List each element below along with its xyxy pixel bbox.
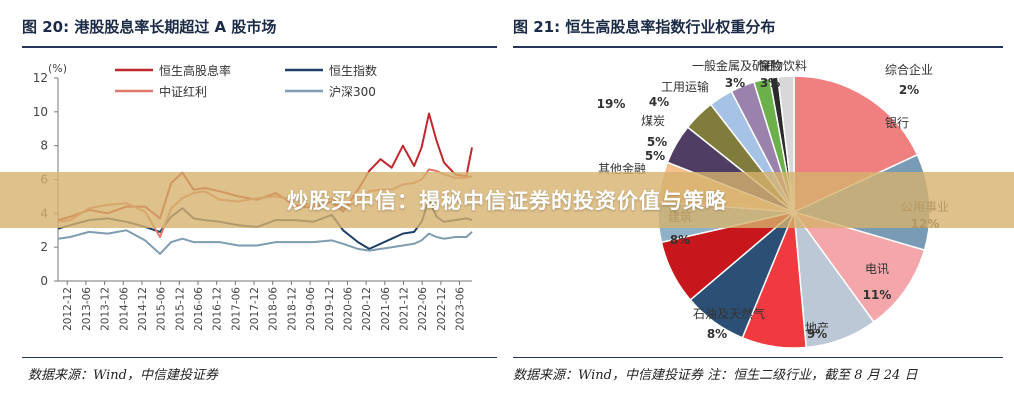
- x-tick-label: 2012-12: [62, 287, 74, 331]
- series-line: [57, 229, 473, 255]
- pie-slice-label: 电讯: [865, 262, 889, 276]
- pie-slice-label: 综合企业: [885, 62, 933, 77]
- left-source-note: 数据来源：Wind，中信建投证券: [28, 368, 218, 383]
- x-tick-label: 2015-06: [156, 287, 168, 331]
- x-tick-label: 2015-12: [174, 287, 186, 331]
- pie-slice-label: 一般金属及矿石: [692, 58, 776, 73]
- legend-label: 恒生指数: [329, 63, 377, 78]
- pie-slice-label: 工用运输: [661, 79, 709, 94]
- y-unit-label: (%): [48, 62, 67, 75]
- pie-slice-label: 银行: [885, 116, 909, 130]
- x-tick-label: 2016-12: [212, 287, 224, 331]
- x-tick-label: 2019-12: [324, 287, 336, 331]
- pie-slice-label: 保险: [758, 58, 782, 73]
- x-tick-label: 2017-12: [249, 287, 261, 331]
- pie-slice-value: 2%: [899, 83, 919, 97]
- legend-label: 中证红利: [159, 84, 207, 99]
- x-tick-label: 2017-06: [230, 287, 242, 331]
- pie-slice-value: 5%: [647, 135, 667, 149]
- pie-slice-value: 3%: [725, 76, 745, 90]
- legend-label: 沪深300: [329, 85, 376, 99]
- pie-slice-value: 3%: [760, 76, 780, 90]
- x-tick-label: 2013-06: [81, 287, 93, 331]
- right-title-rule: [513, 46, 1003, 48]
- x-tick-label: 2018-06: [268, 287, 280, 331]
- x-tick-label: 2018-12: [286, 287, 298, 331]
- x-tick-label: 2014-06: [118, 287, 130, 331]
- pie-slice-label: 煤炭: [641, 114, 665, 128]
- left-title-rule: [22, 46, 497, 48]
- x-tick-label: 2016-06: [193, 287, 205, 331]
- headline-banner-text: 炒股买中信：揭秘中信证券的投资价值与策略: [287, 189, 727, 213]
- pie-slice-label: 地产: [805, 321, 829, 335]
- legend-label: 恒生高股息率: [159, 63, 231, 78]
- pie-slice-value: 8%: [670, 233, 690, 247]
- pie-slice-label: 石油及天然气: [693, 306, 765, 321]
- pie-slice-value: 9%: [807, 327, 827, 341]
- y-tick-label: 10: [33, 105, 48, 119]
- x-tick-label: 2022-12: [436, 287, 448, 331]
- right-panel-title: 图 21: 恒生高股息率指数行业权重分布: [513, 18, 776, 36]
- x-tick-label: 2022-06: [417, 287, 429, 331]
- y-tick-label: 2: [40, 240, 48, 254]
- x-tick-label: 2019-06: [305, 287, 317, 331]
- left-bottom-rule: [22, 357, 497, 358]
- pie-slice-value: 19%: [597, 97, 626, 111]
- right-bottom-rule: [513, 357, 1003, 358]
- pie-slice-value: 8%: [707, 327, 727, 341]
- x-tick-label: 2021-06: [380, 287, 392, 331]
- y-tick-label: 8: [40, 139, 48, 153]
- x-tick-label: 2021-12: [398, 287, 410, 331]
- x-tick-label: 2014-12: [137, 287, 149, 331]
- pie-slice-value: 11%: [863, 288, 892, 302]
- x-tick-label: 2020-06: [342, 287, 354, 331]
- right-source-note: 数据来源：Wind，中信建投证券 注：恒生二级行业，截至 8 月 24 日: [513, 368, 918, 383]
- y-tick-label: 12: [33, 71, 48, 85]
- headline-banner: 炒股买中信：揭秘中信证券的投资价值与策略: [0, 172, 1014, 228]
- x-tick-label: 2013-12: [100, 287, 112, 331]
- x-tick-label: 2023-06: [455, 287, 467, 331]
- y-tick-label: 0: [40, 274, 48, 288]
- pie-slice: [792, 210, 926, 324]
- pie-slice-value: 4%: [649, 95, 669, 109]
- pie-slice-label: 食物饮料: [759, 58, 807, 73]
- x-tick-label: 2020-12: [361, 287, 373, 331]
- left-panel-title: 图 20: 港股股息率长期超过 A 股市场: [22, 18, 277, 36]
- pie-slice-value: 5%: [645, 149, 665, 163]
